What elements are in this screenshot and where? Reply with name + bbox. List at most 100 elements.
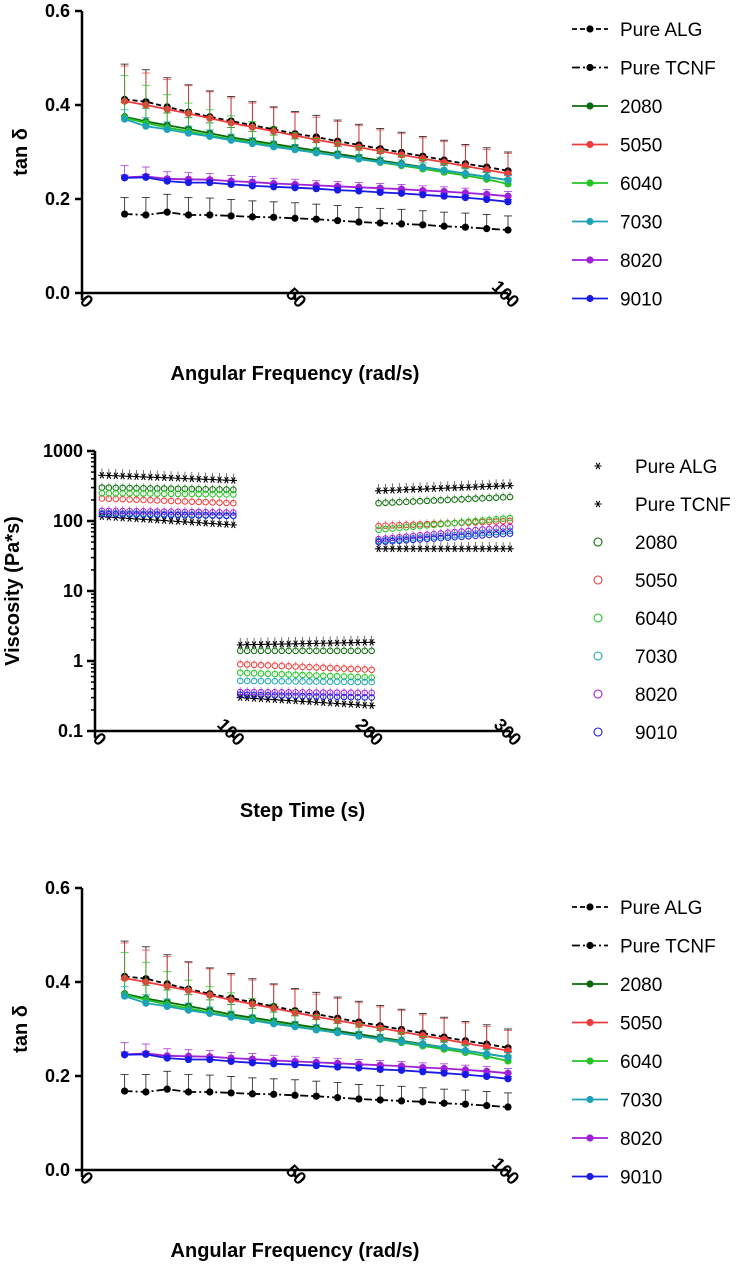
data-point <box>326 693 334 700</box>
legend-label: 8020 <box>620 1129 662 1150</box>
data-point <box>396 537 403 545</box>
data-point <box>465 532 472 540</box>
data-point <box>264 695 272 703</box>
data-point <box>313 693 320 700</box>
data-point <box>305 640 314 647</box>
legend-item-pure-alg: Pure ALG <box>572 20 702 41</box>
data-point <box>313 647 320 655</box>
data-point <box>216 490 223 498</box>
data-point <box>312 215 320 223</box>
data-point <box>188 475 196 483</box>
data-point <box>236 677 244 685</box>
data-point <box>223 491 230 498</box>
data-point <box>121 992 129 1000</box>
data-point <box>121 1051 129 1059</box>
data-point <box>361 647 369 655</box>
data-point <box>396 521 403 529</box>
data-point <box>153 511 161 519</box>
data-point <box>167 490 175 498</box>
data-point <box>142 1050 150 1058</box>
data-point <box>389 525 396 532</box>
legend-item-pure-tcnf: Pure TCNF <box>572 937 716 958</box>
legend-label: 8020 <box>635 685 677 706</box>
data-point <box>461 1070 469 1079</box>
data-point <box>457 545 466 553</box>
x-tick-label: 50 <box>282 284 310 312</box>
legend-label: 5050 <box>620 1014 662 1035</box>
data-point <box>430 545 438 553</box>
data-point <box>492 482 500 490</box>
data-point <box>250 661 258 669</box>
data-point <box>354 647 362 655</box>
data-point <box>291 1091 299 1099</box>
legend-swatch-marker <box>586 903 594 911</box>
legend-label: Pure ALG <box>620 898 702 919</box>
data-point <box>382 525 389 533</box>
data-point <box>230 512 237 520</box>
data-point <box>478 545 486 553</box>
data-point <box>312 698 320 706</box>
data-point <box>340 647 348 655</box>
data-point <box>140 490 147 497</box>
data-point <box>437 534 445 542</box>
data-point <box>340 700 348 708</box>
data-point <box>257 677 265 685</box>
data-point <box>340 665 348 672</box>
data-point <box>227 180 235 189</box>
series-2080 <box>98 482 514 655</box>
series-5050 <box>120 65 512 178</box>
data-point <box>416 522 424 530</box>
data-point <box>270 183 278 191</box>
data-point <box>506 545 514 553</box>
series-pure-alg <box>98 468 514 649</box>
y-tick-label: 0.4 <box>45 972 70 992</box>
data-point <box>464 545 473 553</box>
data-point <box>312 1092 320 1100</box>
data-point <box>419 191 427 199</box>
data-point <box>326 647 334 655</box>
data-point <box>271 692 279 699</box>
data-point <box>312 1062 320 1070</box>
legend-item-5050: 5050 <box>572 1014 662 1035</box>
data-point <box>340 693 348 701</box>
y-tick-label: 100 <box>53 511 83 531</box>
data-point <box>381 545 390 553</box>
legend-item-8020: 8020 <box>572 1129 662 1150</box>
data-point <box>368 702 376 710</box>
data-point <box>188 498 196 505</box>
data-point <box>119 511 126 518</box>
data-point <box>243 688 251 696</box>
data-point <box>271 662 279 669</box>
data-point <box>264 662 272 669</box>
data-point <box>444 496 452 504</box>
data-point <box>388 545 397 553</box>
data-point <box>440 1069 448 1077</box>
data-point <box>248 139 256 148</box>
data-point <box>465 495 472 503</box>
data-point <box>142 211 150 219</box>
data-point <box>160 474 168 482</box>
data-point <box>376 158 384 166</box>
data-point <box>334 217 342 225</box>
data-point <box>163 1002 171 1011</box>
data-point <box>184 211 193 219</box>
data-point <box>270 143 278 151</box>
data-point <box>153 516 161 524</box>
data-point <box>312 185 320 193</box>
data-point <box>471 483 480 491</box>
data-point <box>430 497 438 504</box>
data-point <box>472 495 479 502</box>
data-point <box>376 1096 384 1104</box>
data-point <box>416 485 424 493</box>
data-point <box>119 472 127 480</box>
data-point <box>299 663 306 671</box>
legend-item-9010: 9010 <box>593 723 677 744</box>
data-point <box>479 495 486 502</box>
data-point <box>270 213 278 221</box>
legend-item-6040: 6040 <box>572 1052 662 1073</box>
data-point <box>257 661 265 669</box>
legend-item-6040: 6040 <box>593 609 677 630</box>
